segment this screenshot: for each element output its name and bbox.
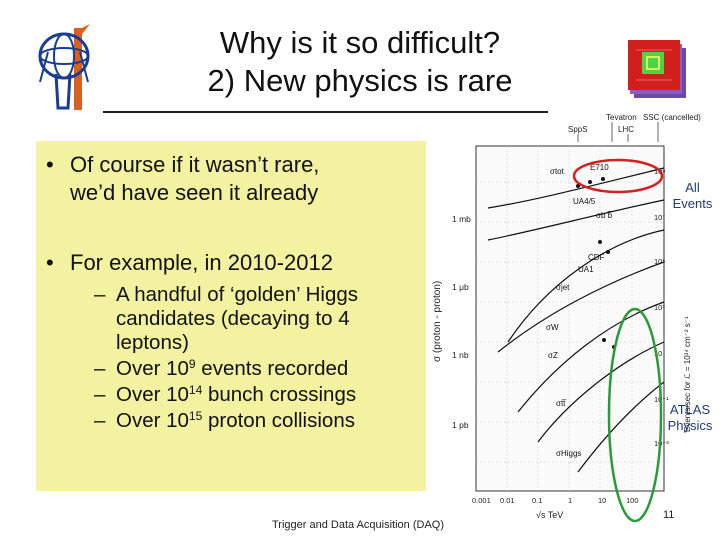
all-events-ellipse bbox=[572, 158, 664, 194]
sub-bullet-events: – Over 109 events recorded bbox=[94, 357, 349, 380]
slide-title: Why is it so difficult? 2) New physics i… bbox=[150, 24, 570, 100]
annotation-all-events: All Events bbox=[665, 180, 720, 212]
xtick-1: 1 bbox=[568, 496, 572, 505]
right-axis-label: Events/sec for ℒ = 10³⁴ cm⁻² s⁻¹ bbox=[683, 316, 692, 432]
atlas-logo-icon bbox=[38, 24, 90, 110]
xtick-001: 0.01 bbox=[500, 496, 515, 505]
label-cdf: CDF bbox=[588, 253, 605, 262]
annotation-all-line-1: All bbox=[685, 180, 700, 195]
sub-bullet-higgs-line-1: A handful of ‘golden’ Higgs bbox=[116, 283, 358, 306]
label-sigma-z: σZ bbox=[548, 351, 558, 360]
bullet-1: • Of course if it wasn’t rare, we’d have… bbox=[36, 151, 420, 207]
annotation-all-line-2: Events bbox=[672, 196, 713, 211]
label-e710: E710 bbox=[590, 163, 609, 172]
rtick-1em3: 10⁻³ bbox=[654, 439, 669, 448]
bullet-2: • For example, in 2010-2012 bbox=[36, 249, 420, 277]
atlas-physics-ellipse bbox=[607, 307, 663, 523]
title-underline bbox=[103, 111, 548, 113]
rtick-1e5: 10⁵ bbox=[654, 257, 665, 266]
sub-bullet-crossings: – Over 1014 bunch crossings bbox=[94, 383, 357, 406]
sub-bullet-higgs: – A handful of ‘golden’ Higgs candidates… bbox=[94, 283, 420, 355]
label-sigma-tt: σtt̅ bbox=[556, 399, 567, 408]
sub-bullet-higgs-line-3: leptons) bbox=[116, 331, 189, 354]
label-sigma-bb: σb b̅ bbox=[596, 211, 613, 220]
label-sigma-jet: σjet bbox=[556, 283, 570, 292]
sub-bullet-collisions: – Over 1015 proton collisions bbox=[94, 409, 355, 432]
bullet-2-text: For example, in 2010-2012 bbox=[70, 250, 333, 275]
xtick-100: 100 bbox=[626, 496, 639, 505]
collisions-post: proton collisions bbox=[202, 409, 355, 432]
collisions-exp: 15 bbox=[188, 409, 203, 423]
annotation-atlas-line-1: ATLAS bbox=[669, 402, 711, 417]
page-number: 11 bbox=[663, 509, 675, 521]
xtick-0001: 0.001 bbox=[472, 496, 491, 505]
tick-1mb: 1 mb bbox=[452, 214, 471, 224]
sub-bullet-list: – A handful of ‘golden’ Higgs candidates… bbox=[94, 283, 420, 433]
label-lhc: LHC bbox=[618, 125, 634, 134]
bullet-1-line-2: we’d have seen it already bbox=[70, 180, 319, 205]
events-post: events recorded bbox=[195, 357, 349, 380]
label-sigma-tot: σtot bbox=[550, 167, 565, 176]
rtick-1e3: 10³ bbox=[654, 303, 665, 312]
sub-bullet-higgs-line-2: candidates (decaying to 4 bbox=[116, 307, 350, 330]
crossings-post: bunch crossings bbox=[202, 383, 357, 406]
rtick-10: 10 bbox=[654, 349, 662, 358]
events-exp: 9 bbox=[188, 357, 196, 371]
label-sigma-w: σW bbox=[546, 323, 559, 332]
label-sigma-higgs: σHiggs bbox=[556, 449, 581, 458]
crossings-exp: 14 bbox=[188, 383, 203, 397]
title-line-2: 2) New physics is rare bbox=[207, 63, 513, 98]
xtick-01: 0.1 bbox=[532, 496, 542, 505]
label-ua1: UA1 bbox=[578, 265, 594, 274]
label-tevatron: Tevatron bbox=[606, 113, 637, 122]
title-line-1: Why is it so difficult? bbox=[219, 25, 501, 60]
bullet-box: • Of course if it wasn’t rare, we’d have… bbox=[36, 141, 426, 491]
label-ua45: UA4/5 bbox=[573, 197, 596, 206]
x-axis-label: √s TeV bbox=[536, 510, 563, 520]
y-axis-label: σ (proton - proton) bbox=[432, 281, 443, 362]
grid-square-icon bbox=[628, 40, 686, 98]
rtick-1e7: 10⁷ bbox=[654, 213, 665, 222]
cross-section-figure: Tevatron SSC (cancelled) SppS LHC σ (pro… bbox=[432, 113, 701, 523]
bullet-1-line-1: Of course if it wasn’t rare, bbox=[70, 152, 320, 177]
label-spps: SppS bbox=[568, 125, 588, 134]
crossings-pre: Over 10 bbox=[116, 383, 189, 406]
tick-1pb: 1 pb bbox=[452, 420, 469, 430]
slide-footer: Trigger and Data Acquisition (DAQ) bbox=[272, 519, 444, 531]
annotation-atlas-line-2: Physics bbox=[667, 418, 713, 433]
events-pre: Over 10 bbox=[116, 357, 189, 380]
tick-1ub: 1 μb bbox=[452, 282, 469, 292]
label-ssc: SSC (cancelled) bbox=[643, 113, 701, 122]
tick-1nb: 1 nb bbox=[452, 350, 469, 360]
annotation-atlas-physics: ATLAS Physics bbox=[660, 402, 720, 434]
collisions-pre: Over 10 bbox=[116, 409, 189, 432]
xtick-10: 10 bbox=[598, 496, 606, 505]
